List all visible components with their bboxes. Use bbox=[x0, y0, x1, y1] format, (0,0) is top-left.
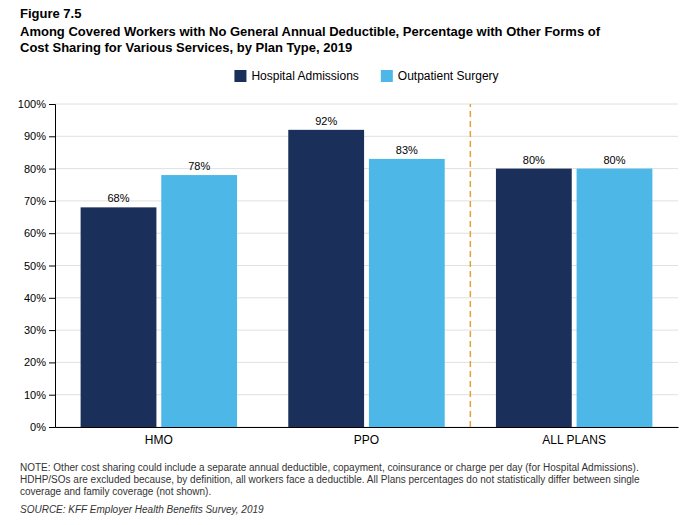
y-tick: 20% bbox=[24, 356, 55, 368]
x-tick-label: ALL PLANS bbox=[542, 433, 606, 447]
y-tick: 70% bbox=[24, 195, 55, 207]
y-tick: 50% bbox=[24, 260, 55, 272]
y-tick-mark bbox=[49, 266, 55, 267]
x-tick: HMO bbox=[145, 433, 173, 447]
y-axis: 0% 10% 20% 30% 40% 50% 60% 70% 80% 90% 100% bbox=[18, 98, 56, 433]
bars bbox=[81, 130, 653, 427]
y-axis-line bbox=[49, 105, 56, 428]
legend-item: Outpatient Surgery bbox=[381, 69, 499, 83]
legend-swatch bbox=[234, 70, 246, 82]
bar bbox=[81, 207, 157, 427]
x-tick-label: PPO bbox=[354, 433, 379, 447]
y-tick-label: 60% bbox=[24, 227, 46, 239]
bar bbox=[496, 169, 572, 427]
text-line: NOTE: Other cost sharing could include a… bbox=[20, 462, 639, 473]
title-line: Among Covered Workers with No General An… bbox=[20, 24, 601, 39]
text-line: SOURCE: KFF Employer Health Benefits Sur… bbox=[20, 504, 264, 515]
data-labels: 68% 92% 80% 78% 83% 80% bbox=[107, 115, 625, 205]
data-label: 80% bbox=[523, 154, 545, 166]
data-label: 83% bbox=[396, 144, 418, 156]
legend-item: Hospital Admissions bbox=[234, 69, 358, 83]
x-tick: ALL PLANS bbox=[542, 433, 606, 447]
y-tick-label: 80% bbox=[24, 163, 46, 175]
y-tick-label: 10% bbox=[24, 389, 46, 401]
y-tick: 30% bbox=[24, 324, 55, 336]
y-tick-label: 90% bbox=[24, 130, 46, 142]
data-label: 68% bbox=[107, 192, 129, 204]
legend-label: Hospital Admissions bbox=[251, 69, 358, 83]
figure-label: Figure 7.5 bbox=[20, 6, 81, 21]
y-tick-label: 70% bbox=[24, 195, 46, 207]
x-tick-label: HMO bbox=[145, 433, 173, 447]
y-tick-mark bbox=[49, 136, 55, 137]
text-line: HDHP/SOs are excluded because, by defini… bbox=[20, 474, 640, 485]
y-tick-mark bbox=[49, 169, 55, 170]
y-tick-mark bbox=[49, 298, 55, 299]
y-tick: 60% bbox=[24, 227, 55, 239]
y-tick-label: 30% bbox=[24, 324, 46, 336]
y-tick-mark bbox=[49, 362, 55, 363]
title-line: Cost Sharing for Various Services, by Pl… bbox=[20, 40, 352, 55]
x-tick: PPO bbox=[354, 433, 379, 447]
y-tick-mark bbox=[49, 201, 55, 202]
y-tick: 80% bbox=[24, 163, 55, 175]
x-axis-line bbox=[56, 427, 679, 428]
y-tick-mark bbox=[49, 104, 55, 105]
bar bbox=[288, 130, 364, 427]
legend: Hospital Admissions Outpatient Surgery bbox=[234, 69, 498, 83]
source-text: SOURCE: KFF Employer Health Benefits Sur… bbox=[20, 504, 264, 515]
y-tick-label: 0% bbox=[30, 421, 46, 433]
data-label: 78% bbox=[188, 160, 210, 172]
x-axis: HMO PPO ALL PLANS bbox=[56, 428, 679, 447]
y-tick-label: 100% bbox=[18, 98, 46, 110]
bar bbox=[161, 175, 237, 427]
grid-line bbox=[55, 104, 678, 105]
y-tick: 90% bbox=[24, 130, 55, 142]
separator-line bbox=[470, 104, 472, 427]
y-tick-mark bbox=[49, 233, 55, 234]
y-tick: 100% bbox=[18, 98, 55, 110]
text-line: coverage and family coverage (not shown)… bbox=[20, 486, 211, 497]
data-label: 80% bbox=[603, 154, 625, 166]
y-tick: 0% bbox=[30, 421, 55, 433]
bar bbox=[577, 169, 653, 427]
y-tick-mark bbox=[49, 395, 55, 396]
chart: Figure 7.5 Among Covered Workers with No … bbox=[0, 0, 698, 525]
bar-series bbox=[81, 130, 572, 427]
bar bbox=[369, 159, 445, 427]
y-tick: 10% bbox=[24, 389, 55, 401]
y-tick-mark bbox=[49, 427, 55, 428]
legend-swatch bbox=[381, 70, 393, 82]
y-tick: 40% bbox=[24, 292, 55, 304]
data-label: 92% bbox=[315, 115, 337, 127]
legend-label: Outpatient Surgery bbox=[398, 69, 499, 83]
y-tick-label: 20% bbox=[24, 356, 46, 368]
bar-series bbox=[161, 159, 652, 427]
grid bbox=[55, 104, 678, 427]
y-tick-label: 50% bbox=[24, 260, 46, 272]
note-text: NOTE: Other cost sharing could include a… bbox=[20, 462, 640, 497]
y-tick-label: 40% bbox=[24, 292, 46, 304]
grid-line bbox=[55, 136, 678, 137]
title: Among Covered Workers with No General An… bbox=[20, 24, 601, 55]
y-tick-mark bbox=[49, 330, 55, 331]
